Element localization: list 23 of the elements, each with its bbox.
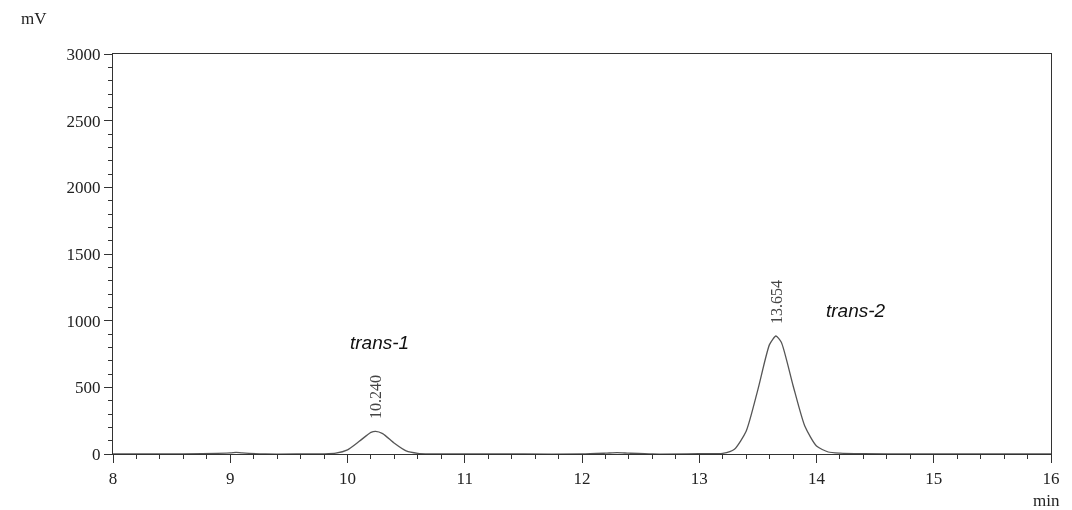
x-tick-label: 15 xyxy=(925,468,943,488)
x-axis-title: min xyxy=(1033,491,1060,510)
annotation: trans-2 xyxy=(826,300,886,321)
x-tick-label: 10 xyxy=(339,468,356,488)
x-tick-label: 12 xyxy=(573,468,591,488)
line-series xyxy=(113,335,1051,454)
y-tick-label: 500 xyxy=(75,378,101,398)
y-tick-label: 2500 xyxy=(66,111,101,131)
y-tick-label: 3000 xyxy=(66,44,101,64)
y-tick-label: 1000 xyxy=(66,311,101,331)
annotation: 10.240 xyxy=(367,374,385,419)
annotation: 13.654 xyxy=(767,279,785,324)
x-tick-label: 13 xyxy=(690,468,708,488)
x-tick-label: 9 xyxy=(226,468,235,488)
y-axis-title: mV xyxy=(21,9,48,28)
x-tick-label: 14 xyxy=(808,468,826,488)
y-tick-label: 1500 xyxy=(66,244,101,264)
x-tick-label: 16 xyxy=(1042,468,1060,488)
y-tick-label: 0 xyxy=(92,444,101,464)
annotation: trans-1 xyxy=(350,332,410,353)
x-tick-label: 11 xyxy=(456,468,473,488)
x-tick-label: 8 xyxy=(108,468,118,488)
y-tick-label: 2000 xyxy=(66,178,101,198)
